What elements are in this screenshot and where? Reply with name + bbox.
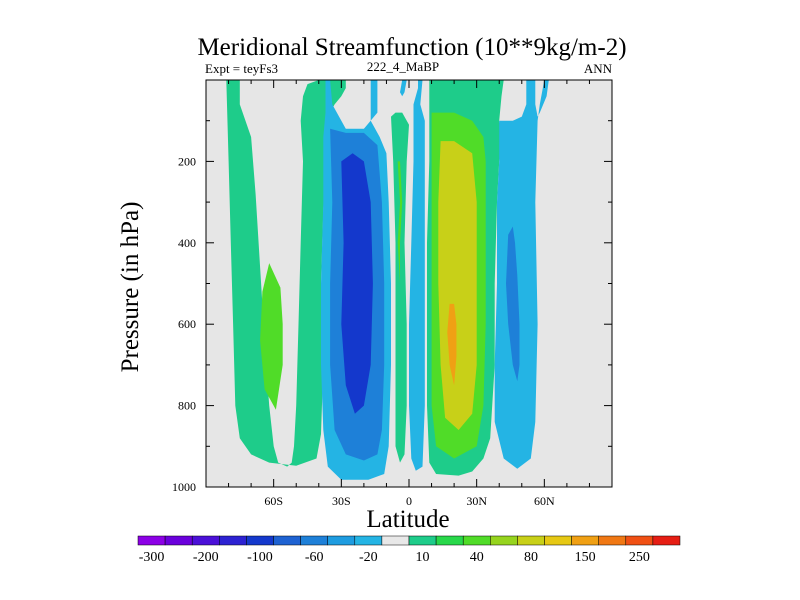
- colorbar-swatch: [571, 535, 599, 546]
- axes: 60S 30S 0 30N 60N 200 400 600 800 1000: [172, 80, 612, 508]
- contour-region-4: [341, 153, 373, 414]
- colorbar-label: 150: [575, 550, 596, 565]
- contour-region-11: [438, 141, 477, 430]
- colorbar-swatch: [517, 535, 545, 546]
- y-axis-title: Pressure (in hPa): [117, 202, 144, 373]
- colorbar-swatch: [327, 535, 356, 546]
- contour-region-6: [397, 161, 403, 284]
- contour-region-7: [409, 80, 425, 471]
- colorbar-swatch: [625, 535, 654, 546]
- colorbar-label: 250: [629, 550, 650, 565]
- contour-region-14: [506, 226, 520, 382]
- colorbar-swatch: [300, 535, 328, 546]
- colorbar-swatch: [273, 535, 301, 546]
- case-label: 222_4_MaBP: [367, 59, 439, 74]
- chart-title: Meridional Streamfunction (10**9kg/m-2): [197, 34, 626, 61]
- y-tick-label: 800: [178, 399, 196, 413]
- colorbar-swatch: [354, 535, 383, 546]
- colorbar-swatch: [652, 535, 681, 546]
- season-label: ANN: [584, 61, 613, 76]
- colorbar-swatch: [490, 535, 518, 546]
- colorbar-swatch: [246, 535, 274, 546]
- colorbar-swatch: [408, 535, 437, 546]
- contour-region-1: [260, 263, 283, 410]
- contour-regions: [226, 80, 549, 480]
- y-tick-label: 400: [178, 236, 196, 250]
- x-tick-label: 60N: [534, 494, 555, 508]
- y-tick-label: 200: [178, 154, 196, 168]
- x-tick-label: 30S: [332, 494, 351, 508]
- contour-region-0: [226, 80, 346, 467]
- colorbar-label: 10: [416, 550, 430, 565]
- x-tick-label: 60S: [264, 494, 283, 508]
- colorbar-label: 80: [524, 550, 538, 565]
- colorbar-label: -20: [359, 550, 378, 565]
- experiment-label: Expt = teyFs3: [205, 61, 278, 76]
- colorbar-label: -100: [247, 550, 273, 565]
- colorbar-swatch: [462, 535, 491, 546]
- y-tick-label: 1000: [172, 480, 196, 494]
- colorbar-swatch: [137, 535, 166, 546]
- x-axis-title: Latitude: [366, 506, 449, 533]
- colorbar-label: -200: [193, 550, 219, 565]
- colorbar-label: 40: [470, 550, 484, 565]
- colorbar-swatch: [598, 535, 627, 546]
- contour-region-5: [391, 112, 409, 463]
- colorbar-label: -300: [139, 550, 165, 565]
- contour-region-12: [447, 303, 457, 386]
- x-tick-label: 30N: [466, 494, 487, 508]
- colorbar-swatch: [164, 535, 193, 546]
- x-tick-label: 0: [406, 494, 412, 508]
- contour-region-13: [494, 80, 549, 469]
- colorbar-label: -60: [305, 550, 324, 565]
- colorbar: -300 -200 -100 -60 -20 10 40 80 150 250: [137, 535, 681, 565]
- colorbar-swatch: [191, 535, 220, 546]
- colorbar-swatch: [544, 535, 572, 546]
- colorbar-swatch: [381, 535, 410, 546]
- y-tick-label: 600: [178, 317, 196, 331]
- colorbar-swatch: [219, 535, 247, 546]
- contour-region-8: [400, 80, 407, 97]
- colorbar-swatch: [435, 535, 464, 546]
